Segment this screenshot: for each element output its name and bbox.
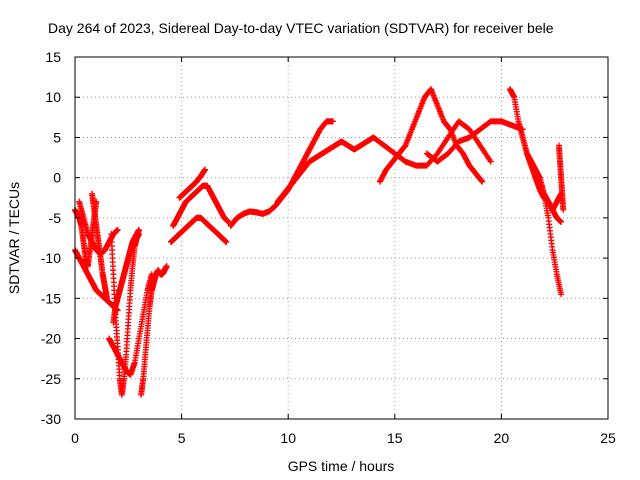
- data-point: [487, 158, 494, 165]
- x-tick-label: 0: [71, 430, 79, 446]
- series-arc-12: [227, 118, 336, 229]
- data-point: [223, 239, 230, 246]
- grid: [75, 57, 608, 419]
- series-arc-8: [138, 263, 170, 398]
- y-tick-label: 0: [53, 170, 61, 186]
- series-arc-20: [555, 142, 567, 213]
- data-point: [225, 218, 232, 225]
- data-point: [479, 178, 486, 185]
- data-point: [114, 226, 121, 233]
- data-point: [163, 263, 170, 270]
- axis-ticks: [74, 56, 609, 420]
- data-point: [135, 226, 142, 233]
- y-tick-label: 15: [45, 49, 61, 65]
- x-tick-label: 25: [600, 430, 616, 446]
- data-point: [558, 218, 565, 225]
- chart-title: Day 264 of 2023, Sidereal Day-to-day VTE…: [48, 20, 554, 36]
- series-arc-16: [423, 118, 526, 165]
- y-tick-labels: -30 -25 -20 -15 -10 -5 0 5 10 15: [41, 49, 61, 427]
- x-tick-label: 15: [387, 430, 403, 446]
- series-arc-4: [89, 190, 110, 302]
- series-arc-11: [176, 166, 209, 201]
- series-arc-19: [541, 190, 565, 213]
- y-tick-label: 10: [45, 89, 61, 105]
- series-arc-14: [376, 86, 486, 185]
- series-arc-7: [110, 226, 142, 326]
- plot-frame: [74, 56, 609, 420]
- series-arc-9: [167, 214, 230, 246]
- data-points: [72, 86, 567, 398]
- y-tick-label: -25: [41, 371, 61, 387]
- y-tick-label: -30: [41, 411, 61, 427]
- x-tick-label: 5: [178, 430, 186, 446]
- series-arc-13: [274, 134, 377, 205]
- y-tick-label: 5: [53, 129, 61, 145]
- x-axis-label: GPS time / hours: [288, 458, 395, 474]
- y-tick-label: -20: [41, 331, 61, 347]
- y-tick-label: -15: [41, 290, 61, 306]
- x-tick-labels: 0 5 10 15 20 25: [71, 430, 616, 446]
- data-point: [558, 291, 565, 298]
- y-tick-label: -5: [49, 210, 62, 226]
- data-point: [329, 118, 336, 125]
- series-arc-15: [370, 118, 494, 169]
- data-point: [103, 295, 110, 302]
- y-tick-label: -10: [41, 250, 61, 266]
- data-point: [560, 206, 567, 213]
- x-tick-label: 10: [280, 430, 296, 446]
- y-axis-label: SDTVAR / TECUs: [6, 182, 22, 294]
- series-arc-18: [523, 150, 565, 298]
- x-tick-label: 20: [494, 430, 510, 446]
- series-arc-10: [170, 182, 232, 229]
- data-point: [202, 166, 209, 173]
